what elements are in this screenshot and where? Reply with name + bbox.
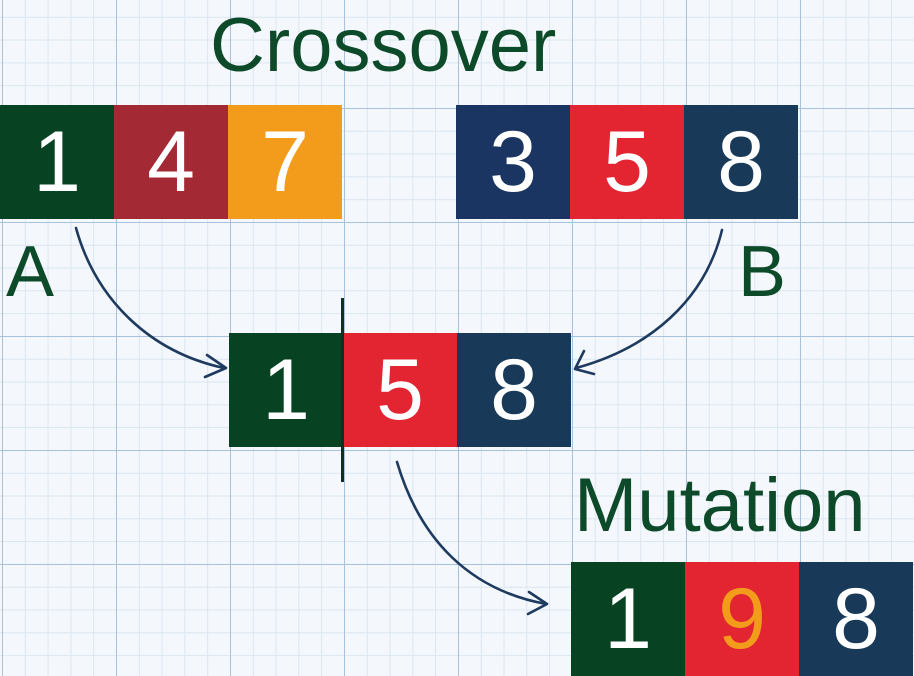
parent-a-gene-2: 4 — [114, 105, 228, 219]
mutated-chromosome: 1 9 8 — [571, 562, 913, 676]
crossover-point-line — [341, 298, 344, 482]
parent-a-label: A — [6, 232, 55, 312]
arrow-parent-b-to-offspring — [574, 228, 724, 370]
parent-b-label: B — [738, 232, 787, 312]
parent-b-gene-2: 5 — [570, 105, 684, 219]
parent-b-chromosome: 3 5 8 — [456, 105, 798, 219]
mutated-gene-3: 8 — [799, 562, 913, 676]
arrowhead-mutation — [526, 590, 549, 616]
offspring-chromosome: 1 5 8 — [229, 333, 571, 447]
arrowhead-parent-a — [203, 353, 228, 379]
parent-b-gene-3: 8 — [684, 105, 798, 219]
mutation-title: Mutation — [574, 463, 866, 548]
crossover-title: Crossover — [210, 3, 557, 88]
arrowhead-parent-b — [573, 349, 596, 376]
arrow-parent-a-to-offspring — [74, 226, 226, 370]
arrow-offspring-to-mutation — [395, 460, 548, 606]
parent-a-gene-3: 7 — [228, 105, 342, 219]
offspring-gene-1: 1 — [229, 333, 343, 447]
mutated-gene-1: 1 — [571, 562, 685, 676]
mutated-gene-2: 9 — [685, 562, 799, 676]
parent-a-gene-1: 1 — [0, 105, 114, 219]
parent-b-gene-1: 3 — [456, 105, 570, 219]
parent-a-chromosome: 1 4 7 — [0, 105, 342, 219]
offspring-gene-3: 8 — [457, 333, 571, 447]
offspring-gene-2: 5 — [343, 333, 457, 447]
